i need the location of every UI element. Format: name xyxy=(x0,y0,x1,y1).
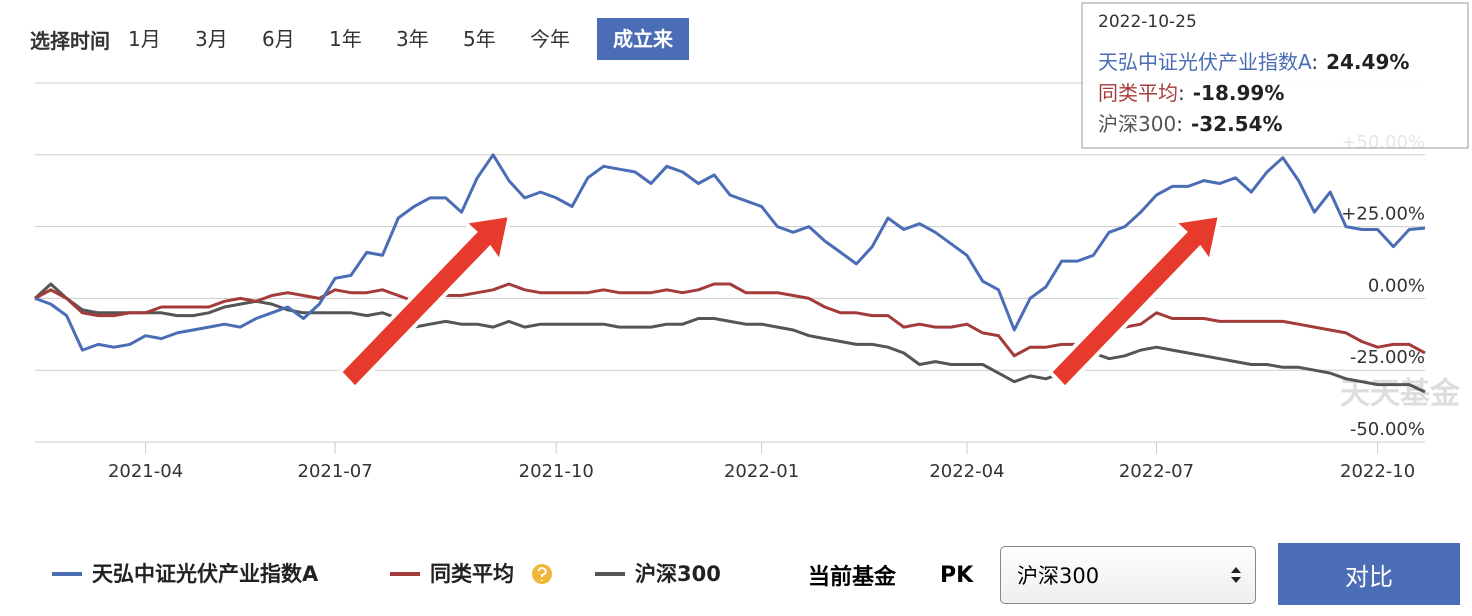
time-option[interactable]: 3年 xyxy=(396,27,429,51)
tooltip-series: 天弘中证光伏产业指数A xyxy=(1098,50,1312,74)
time-option[interactable]: 今年 xyxy=(530,27,570,51)
tooltip-separator: : xyxy=(1176,112,1183,136)
fund-select-value: 沪深300 xyxy=(1017,564,1100,588)
tooltip-value: -18.99% xyxy=(1193,81,1285,105)
tooltip-date: 2022-10-25 xyxy=(1098,12,1197,32)
tooltip-value: -32.54% xyxy=(1191,112,1283,136)
arrow xyxy=(337,212,513,391)
x-tick-label: 2022-07 xyxy=(1119,461,1194,482)
x-tick-label: 2021-07 xyxy=(298,461,373,482)
x-tick-label: 2022-10 xyxy=(1340,461,1415,482)
pk-label: PK xyxy=(940,546,973,604)
tooltip-separator: : xyxy=(1311,50,1318,74)
y-tick-label: -50.00% xyxy=(1350,419,1425,440)
tooltip-separator: : xyxy=(1178,81,1185,105)
time-option[interactable]: 成立来 xyxy=(597,18,689,60)
series-line xyxy=(34,282,1426,358)
legend-label[interactable]: 同类平均 xyxy=(430,562,514,586)
pk-text: PK xyxy=(940,562,974,588)
compare-label-text: 当前基金 xyxy=(808,565,897,590)
x-tick-label: 2021-10 xyxy=(519,461,594,482)
tooltip-box xyxy=(1081,2,1469,149)
x-tick-label: 2021-04 xyxy=(108,461,183,482)
select-caret xyxy=(1231,567,1241,583)
x-tick-label: 2022-01 xyxy=(724,461,799,482)
tooltip-value: 24.49% xyxy=(1326,50,1409,74)
time-option[interactable]: 5年 xyxy=(463,27,496,51)
arrows xyxy=(337,212,1223,391)
y-tick-label: -25.00% xyxy=(1350,347,1425,368)
time-selector: 选择时间 1月 3月 6月 1年 3年 5年 今年 成立来 xyxy=(30,18,689,60)
tooltip: 2022-10-25 天弘中证光伏产业指数A: 24.49%同类平均: -18.99… xyxy=(1081,2,1469,149)
compare-label: 当前基金 xyxy=(808,546,896,604)
y-tick-label: +25.00% xyxy=(1341,204,1425,225)
tooltip-row: 天弘中证光伏产业指数A: 24.49% xyxy=(1098,50,1409,74)
legend-label[interactable]: 天弘中证光伏产业指数A xyxy=(92,562,319,586)
tooltip-row: 同类平均: -18.99% xyxy=(1098,81,1284,105)
compare-button[interactable]: 对比 xyxy=(1278,543,1460,605)
series-line xyxy=(34,153,1426,352)
legend-label[interactable]: 沪深300 xyxy=(635,562,721,586)
time-option[interactable]: 6月 xyxy=(262,27,295,51)
time-option[interactable]: 3月 xyxy=(195,27,228,51)
tooltip-series: 同类平均 xyxy=(1098,81,1178,105)
time-option[interactable]: 1年 xyxy=(329,27,362,51)
arrow xyxy=(1047,212,1223,391)
tooltip-row: 沪深300: -32.54% xyxy=(1098,112,1283,136)
x-tick-label: 2022-04 xyxy=(929,461,1004,482)
y-tick-label: 0.00% xyxy=(1368,275,1425,296)
series-line xyxy=(33,282,1426,394)
time-option[interactable]: 1月 xyxy=(128,27,161,51)
tooltip-series: 沪深300 xyxy=(1098,112,1176,136)
fund-select[interactable]: 沪深300 xyxy=(1000,546,1256,604)
compare-button-text: 对比 xyxy=(1345,562,1393,591)
time-selector-label: 选择时间 xyxy=(30,28,110,53)
help-icon-mark xyxy=(537,567,548,581)
